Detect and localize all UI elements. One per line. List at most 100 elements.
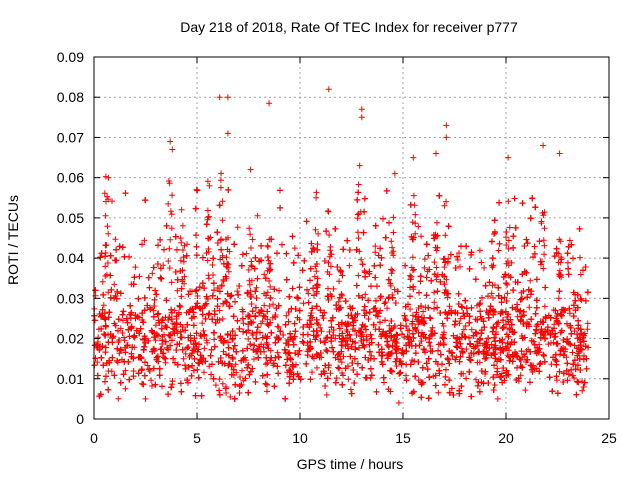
data-point: [102, 242, 109, 249]
data-point: [130, 368, 137, 374]
data-point: [243, 250, 250, 257]
data-point: [556, 368, 563, 375]
data-point: [290, 341, 297, 348]
data-point: [379, 361, 386, 368]
data-point: [203, 221, 210, 228]
data-point: [114, 288, 121, 295]
data-point: [102, 378, 108, 385]
data-point: [169, 378, 176, 385]
data-point: [574, 331, 581, 338]
data-point: [346, 262, 353, 269]
data-point: [412, 343, 419, 349]
data-point: [323, 347, 330, 353]
data-point: [358, 333, 365, 340]
data-point: [441, 289, 448, 296]
data-point: [279, 241, 285, 248]
data-point: [524, 294, 531, 301]
data-point: [271, 286, 278, 293]
data-point: [454, 253, 460, 260]
data-point: [217, 355, 224, 361]
data-point: [272, 312, 279, 318]
data-point: [163, 297, 170, 304]
data-point: [105, 386, 112, 393]
data-point: [373, 388, 380, 395]
data-point: [436, 192, 443, 199]
data-point: [354, 360, 361, 367]
data-point: [203, 293, 210, 300]
data-point: [437, 351, 444, 358]
data-point: [375, 341, 382, 348]
data-point: [264, 320, 271, 327]
data-point: [149, 270, 156, 277]
data-point: [169, 337, 175, 344]
data-point: [262, 380, 269, 387]
data-point: [188, 372, 195, 379]
data-point: [307, 312, 314, 319]
data-point: [409, 330, 416, 337]
data-point: [219, 360, 226, 367]
data-point: [209, 316, 216, 323]
data-point: [130, 281, 137, 288]
data-point: [350, 319, 357, 326]
data-point: [339, 370, 345, 376]
data-point: [216, 387, 223, 394]
data-point: [336, 365, 343, 372]
data-point: [145, 274, 152, 281]
data-point: [474, 316, 481, 323]
data-point: [201, 285, 208, 292]
data-point: [330, 348, 337, 355]
data-point: [245, 312, 252, 318]
data-point: [473, 330, 480, 337]
data-point: [229, 335, 236, 342]
data-point: [574, 352, 581, 359]
data-point: [151, 296, 158, 303]
data-point: [576, 225, 583, 232]
data-point: [307, 376, 314, 383]
data-point: [270, 360, 277, 367]
data-point: [122, 190, 129, 197]
data-point: [140, 346, 147, 353]
data-point: [292, 328, 299, 335]
data-point: [500, 317, 507, 324]
data-point: [274, 250, 280, 257]
data-point: [476, 359, 483, 366]
data-point: [372, 222, 379, 229]
data-point: [150, 264, 157, 271]
data-point: [580, 356, 587, 363]
data-point: [179, 267, 186, 274]
data-point: [307, 277, 313, 284]
data-point: [239, 367, 245, 374]
data-point: [384, 305, 391, 312]
data-point: [466, 319, 473, 326]
data-point: [344, 341, 351, 348]
data-point: [244, 345, 251, 352]
data-point: [236, 325, 243, 332]
data-point: [286, 367, 293, 374]
data-point: [582, 297, 589, 304]
data-point: [510, 353, 517, 360]
data-point: [510, 287, 517, 294]
data-point: [98, 325, 105, 332]
data-point: [510, 244, 517, 251]
data-point: [210, 280, 217, 287]
data-point: [353, 282, 360, 289]
data-point: [321, 339, 328, 346]
data-point: [459, 348, 466, 355]
data-point: [574, 362, 581, 369]
data-point: [426, 339, 433, 346]
data-point: [435, 347, 441, 354]
data-point: [467, 357, 474, 364]
data-point: [192, 288, 199, 295]
data-point: [162, 338, 169, 345]
data-point: [560, 352, 567, 359]
data-point: [234, 288, 241, 295]
data-point: [191, 335, 198, 342]
data-point: [413, 309, 420, 316]
data-point: [305, 299, 312, 306]
data-point: [295, 252, 302, 259]
data-point: [317, 338, 324, 344]
data-point: [481, 264, 488, 271]
data-point: [376, 326, 383, 333]
data-point: [99, 278, 106, 285]
data-point: [275, 370, 282, 377]
